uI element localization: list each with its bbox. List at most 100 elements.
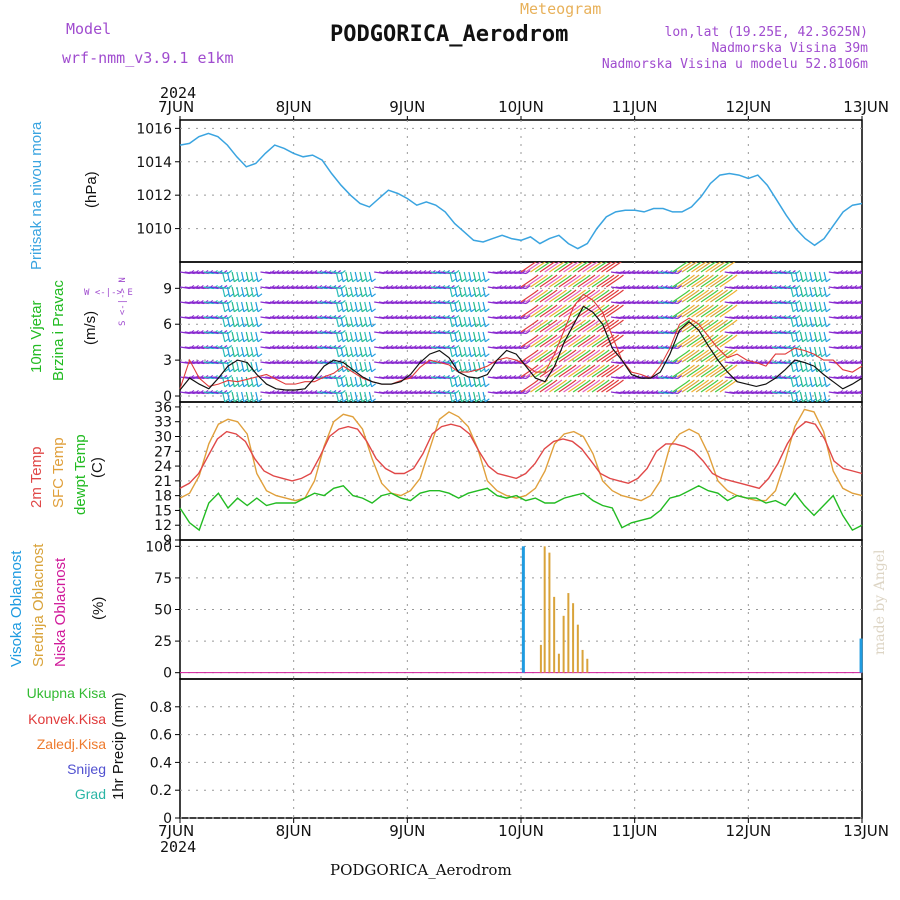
wind-barb: [843, 331, 853, 335]
wind-barb: [700, 292, 715, 303]
wind-barb: [852, 286, 862, 290]
wind-barb: [458, 331, 463, 342]
wind-barb: [473, 391, 477, 402]
wind-barb: [354, 316, 358, 327]
wind-barb: [700, 337, 715, 348]
wind-barb-flag: [252, 398, 258, 402]
wind-barb: [658, 391, 669, 395]
wind-barb: [255, 301, 259, 312]
x-tick-label-top: 11JUN: [612, 98, 658, 116]
wind-barb: [359, 286, 363, 297]
wind-barb: [203, 301, 214, 305]
wind-barb: [402, 346, 413, 350]
wind-barb: [412, 301, 423, 305]
wind-barb-flag: [690, 319, 695, 324]
wind-barb-flag: [538, 349, 544, 354]
wind-barb: [625, 346, 636, 350]
wind-barb-flag: [338, 278, 343, 283]
wind-barb: [269, 346, 280, 350]
wind-barb-flag: [685, 319, 691, 324]
wind-barb: [553, 307, 568, 318]
wind-barb-flag: [792, 398, 798, 402]
wind-barb: [615, 316, 626, 320]
wind-barb: [502, 271, 512, 275]
wind-barb: [250, 286, 254, 297]
wind-barb-flag: [867, 361, 871, 364]
wind-barb-flag: [821, 383, 826, 388]
wind-barb-flag: [342, 368, 348, 373]
wind-barb: [269, 301, 280, 305]
wind-barb: [412, 316, 423, 320]
wind-barb: [828, 271, 839, 275]
wind-barb: [748, 286, 759, 290]
wind-barb: [393, 286, 404, 290]
wind-barb-flag: [821, 323, 826, 328]
wind-barb: [516, 376, 527, 380]
wind-barb: [634, 331, 645, 335]
wind-barb: [293, 316, 304, 320]
wind-barb: [663, 301, 674, 305]
wind-barb: [861, 392, 862, 393]
wind-barb-flag: [557, 289, 563, 294]
wind-barb-flag: [821, 368, 826, 373]
wind-barb: [809, 271, 813, 282]
wind-barb: [577, 352, 592, 363]
wind-barb-flag: [238, 278, 244, 283]
wind-barb: [795, 301, 799, 312]
wind-barb-flag: [795, 330, 801, 334]
wind-barb: [416, 331, 427, 335]
wind-barb: [322, 331, 333, 335]
wind-barb-flag: [728, 379, 733, 384]
wind-barb-flag: [709, 349, 714, 354]
wind-barb: [241, 346, 245, 357]
wind-barb-flag: [728, 304, 733, 309]
wind-barb-flag: [797, 338, 803, 343]
wind-barb-flag: [792, 338, 798, 343]
wind-barb: [397, 391, 408, 395]
wind-barb: [383, 346, 394, 350]
wind-barb-flag: [723, 319, 728, 324]
wind-barb: [354, 361, 358, 372]
wind-barb: [412, 346, 423, 350]
wind-barb: [534, 382, 549, 393]
wind-barb: [368, 316, 373, 327]
precip-ytick-label: 0.4: [150, 755, 172, 771]
wind-barb-flag: [802, 398, 807, 402]
wind-barb: [449, 286, 453, 297]
wind-barb: [435, 331, 446, 335]
wind-barb: [596, 262, 611, 273]
wind-barb: [440, 271, 451, 275]
wind-barb: [781, 346, 792, 350]
wind-barb-flag: [257, 353, 263, 358]
wind-barb-flag: [484, 308, 490, 313]
wind-barb: [511, 271, 522, 275]
wind-barb: [809, 376, 813, 387]
legend-zaledj: Zaledj.Kisa: [36, 736, 106, 752]
wind-barb: [208, 316, 219, 320]
wind-barb: [771, 346, 782, 350]
wind-barb: [738, 391, 749, 395]
wind-barb: [681, 382, 696, 393]
wind-barb-flag: [576, 364, 582, 369]
wind-barb: [695, 277, 710, 288]
wind-barb: [298, 391, 309, 395]
wind-barb-flag: [538, 364, 544, 369]
wind-barb: [781, 286, 792, 290]
wind-barb: [591, 382, 606, 393]
wind-barb-flag: [604, 262, 608, 264]
wind-barb: [340, 271, 344, 282]
mid-cloud-bar: [586, 658, 589, 673]
wind-barb-flag: [581, 289, 586, 294]
wind-barb: [762, 331, 773, 335]
wind-barb-flag: [728, 262, 731, 264]
wind-barb: [686, 277, 701, 288]
wind-barb: [203, 391, 214, 395]
wind-barb: [208, 331, 219, 335]
wind-barb-flag: [357, 278, 362, 283]
wind-barb: [265, 316, 276, 320]
wind-barb-flag: [456, 278, 462, 283]
wind-barb: [823, 391, 827, 402]
wind-barb: [710, 352, 724, 363]
wind-barb: [605, 292, 620, 303]
wind-barb-flag: [590, 304, 596, 309]
